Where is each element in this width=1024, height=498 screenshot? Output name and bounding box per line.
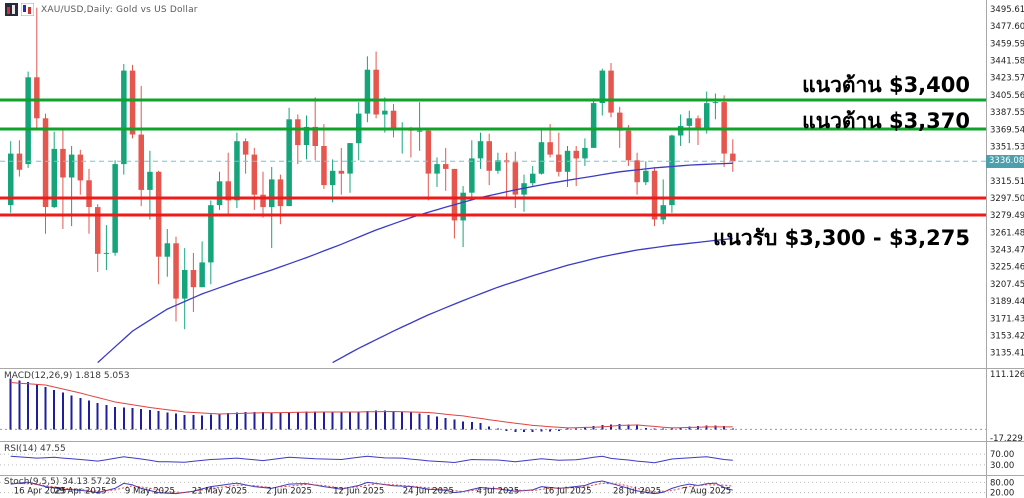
svg-text:3351.53: 3351.53 [990, 142, 1024, 152]
svg-text:9 May 2025: 9 May 2025 [125, 487, 175, 497]
svg-text:3405.56: 3405.56 [990, 91, 1024, 101]
svg-text:80.00: 80.00 [990, 478, 1014, 488]
svg-text:3135.41: 3135.41 [990, 349, 1024, 359]
svg-text:3225.46: 3225.46 [990, 263, 1024, 273]
resistance-3370-label: แนวต้าน $3,370 [802, 109, 970, 133]
svg-text:-17.229: -17.229 [990, 434, 1023, 444]
svg-text:111.126: 111.126 [990, 370, 1024, 380]
svg-text:3261.48: 3261.48 [990, 228, 1024, 238]
svg-text:16 Jul 2025: 16 Jul 2025 [543, 487, 591, 497]
svg-text:20.00: 20.00 [990, 489, 1014, 498]
svg-text:3459.59: 3459.59 [990, 39, 1024, 49]
svg-text:3243.47: 3243.47 [990, 246, 1024, 256]
svg-text:3279.49: 3279.49 [990, 211, 1024, 221]
candlestick-chart-icon [20, 2, 35, 17]
svg-text:12 Jun 2025: 12 Jun 2025 [333, 487, 384, 497]
svg-text:3387.55: 3387.55 [990, 108, 1024, 118]
svg-text:30.00: 30.00 [990, 461, 1014, 471]
current-price-tag: 3336.08 [986, 155, 1024, 168]
svg-text:4 Jul 2025: 4 Jul 2025 [477, 487, 520, 497]
svg-text:3315.51: 3315.51 [990, 177, 1024, 187]
rsi-indicator-label: RSI(14) 47.55 [4, 444, 66, 454]
svg-text:7 Aug 2025: 7 Aug 2025 [682, 487, 731, 497]
svg-text:21 May 2025: 21 May 2025 [192, 487, 247, 497]
svg-text:3423.57: 3423.57 [990, 74, 1024, 84]
svg-text:3189.44: 3189.44 [990, 297, 1024, 307]
svg-text:24 Jun 2025: 24 Jun 2025 [403, 487, 454, 497]
svg-text:29 Apr 2025: 29 Apr 2025 [54, 487, 107, 497]
platform-logo-icon [5, 3, 18, 16]
svg-text:2 Jun 2025: 2 Jun 2025 [266, 487, 312, 497]
resistance-3400-label: แนวต้าน $3,400 [802, 73, 970, 97]
macd-indicator-label: MACD(12,26,9) 1.818 5.053 [4, 371, 130, 381]
svg-text:3171.43: 3171.43 [990, 314, 1024, 324]
svg-text:16 Apr 2025: 16 Apr 2025 [14, 487, 67, 497]
svg-text:3297.50: 3297.50 [990, 194, 1024, 204]
svg-text:3477.60: 3477.60 [990, 22, 1024, 32]
svg-text:3207.45: 3207.45 [990, 280, 1024, 290]
symbol-title: XAU/USD,Daily: Gold vs US Dollar [41, 4, 198, 15]
svg-text:3495.61: 3495.61 [990, 5, 1024, 15]
svg-text:28 Jul 2025: 28 Jul 2025 [613, 487, 661, 497]
support-zone-label: แนวรับ $3,300 - $3,275 [712, 226, 970, 250]
stoch-indicator-label: Stoch(9,5,5) 34.13 57.28 [4, 477, 117, 487]
svg-text:3369.54: 3369.54 [990, 125, 1024, 135]
svg-text:3441.58: 3441.58 [990, 57, 1024, 67]
chart-header: XAU/USD,Daily: Gold vs US Dollar [5, 2, 198, 17]
svg-text:70.00: 70.00 [990, 450, 1014, 460]
svg-text:3153.42: 3153.42 [990, 331, 1024, 341]
